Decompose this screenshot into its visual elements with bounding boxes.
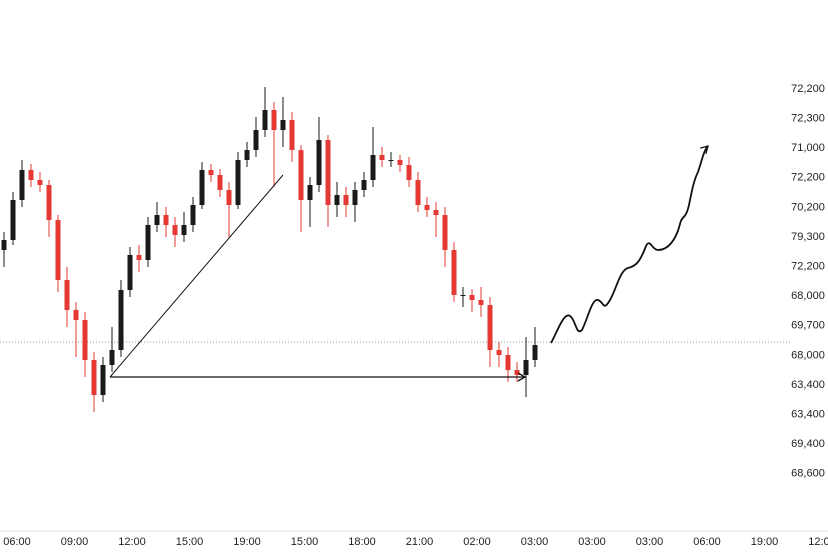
- y-axis-label: 69,400: [791, 438, 825, 450]
- candle-body: [1, 240, 7, 250]
- y-axis-label: 79,300: [791, 231, 825, 243]
- candle-body: [415, 180, 421, 205]
- candle-body: [379, 155, 385, 160]
- candle-body: [406, 165, 412, 180]
- candle-body: [82, 320, 88, 360]
- candle-body: [487, 305, 493, 350]
- plot: [0, 87, 790, 412]
- candle-body: [442, 215, 448, 250]
- y-axis-label: 72,200: [791, 172, 825, 184]
- x-axis-label: 06:00: [3, 536, 31, 548]
- candle-body: [100, 365, 106, 395]
- x-axis-label: 03:00: [636, 536, 664, 548]
- candle-body: [370, 155, 376, 180]
- candle-body: [262, 110, 268, 130]
- candle-body: [361, 180, 367, 190]
- y-axis-label: 71,000: [791, 142, 825, 154]
- candle-body: [163, 215, 169, 225]
- candle-body: [352, 190, 358, 205]
- candle-body: [235, 160, 241, 205]
- candle-body: [217, 175, 223, 190]
- candle-body: [397, 160, 403, 165]
- x-axis-label: 19:00: [233, 536, 261, 548]
- y-axis-label: 72,200: [791, 261, 825, 273]
- candle-body: [316, 140, 322, 185]
- candle-body: [289, 120, 295, 150]
- y-axis-label: 70,200: [791, 201, 825, 213]
- trend-line: [109, 174, 284, 378]
- candle-body: [343, 195, 349, 205]
- x-axis-label: 18:00: [348, 536, 376, 548]
- y-axis-label: 63,400: [791, 409, 825, 421]
- candle-body: [271, 110, 277, 130]
- candle-body: [91, 360, 97, 395]
- candle-body: [208, 170, 214, 175]
- candle-body: [451, 250, 457, 295]
- candle-body: [199, 170, 205, 205]
- candle-body: [280, 120, 286, 130]
- candle-body: [469, 295, 475, 300]
- candle-body: [46, 185, 52, 220]
- candle-body: [181, 225, 187, 235]
- x-axis-label: 19:00: [751, 536, 779, 548]
- y-axis-label: 72,300: [791, 113, 825, 125]
- candle-body: [73, 310, 79, 320]
- candle-body: [10, 200, 16, 240]
- x-axis-label: 12:00: [808, 536, 828, 548]
- candle-body: [154, 215, 160, 225]
- candle-body: [127, 255, 133, 290]
- candle-body: [334, 195, 340, 205]
- candle-body: [55, 220, 61, 280]
- candle-body: [307, 185, 313, 200]
- candle-body: [28, 170, 34, 180]
- candle-body: [496, 350, 502, 355]
- candle-body: [478, 300, 484, 305]
- x-axis-label: 09:00: [61, 536, 89, 548]
- y-axis-label: 68,600: [791, 468, 825, 480]
- candle-body: [19, 170, 25, 200]
- candle-body: [226, 190, 232, 205]
- y-axis-label: 68,000: [791, 290, 825, 302]
- candle-body: [532, 345, 538, 360]
- candle-body: [64, 280, 70, 310]
- x-axis-label: 02:00: [463, 536, 491, 548]
- candle-body: [244, 150, 250, 160]
- candle-body: [514, 370, 520, 375]
- candle-body: [118, 290, 124, 350]
- y-axis-label: 69,700: [791, 320, 825, 332]
- candle-body: [523, 360, 529, 375]
- candle-body: [109, 350, 115, 365]
- x-axis-label: 12:00: [118, 536, 146, 548]
- candle-body: [136, 255, 142, 260]
- candle-body: [298, 150, 304, 200]
- candle-body: [37, 180, 43, 185]
- x-axis-label: 21:00: [406, 536, 434, 548]
- candle-body: [424, 205, 430, 210]
- forecast-path: [550, 145, 709, 344]
- candle-body: [145, 225, 151, 260]
- y-axis-label: 63,400: [791, 379, 825, 391]
- x-axis-label: 15:00: [291, 536, 319, 548]
- candle-body: [460, 295, 466, 296]
- candle-body: [505, 355, 511, 370]
- candle-body: [190, 205, 196, 225]
- candle-body: [433, 210, 439, 215]
- y-axis-label: 72,200: [791, 83, 825, 95]
- x-axis-label: 03:00: [521, 536, 549, 548]
- candle-body: [253, 130, 259, 150]
- y-axis-label: 68,000: [791, 349, 825, 361]
- x-axis-label: 15:00: [176, 536, 204, 548]
- candle-body: [388, 160, 394, 161]
- candle-body: [325, 140, 331, 205]
- candle-body: [172, 225, 178, 235]
- x-axis-label: 03:00: [578, 536, 606, 548]
- x-axis-label: 06:00: [693, 536, 721, 548]
